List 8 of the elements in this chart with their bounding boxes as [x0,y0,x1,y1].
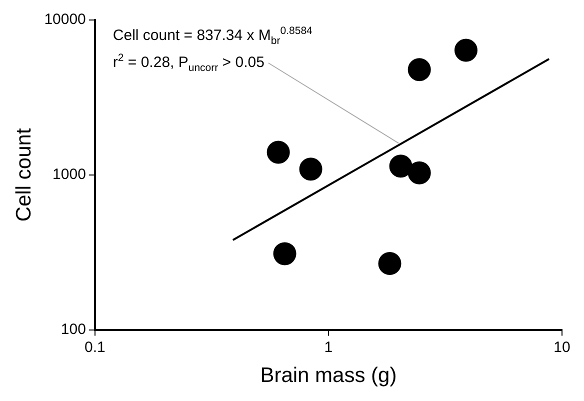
x-tick-label: 0.1 [84,338,106,356]
y-tick-label: 10000 [44,11,86,28]
x-tick-label: 10 [554,338,570,356]
x-axis-title: Brain mass (g) [260,364,397,388]
y-tick-label: 1000 [52,166,86,184]
x-tick-label: 1 [324,338,333,356]
y-axis-title: Cell count [12,128,36,222]
y-tick-label: 100 [60,320,86,338]
